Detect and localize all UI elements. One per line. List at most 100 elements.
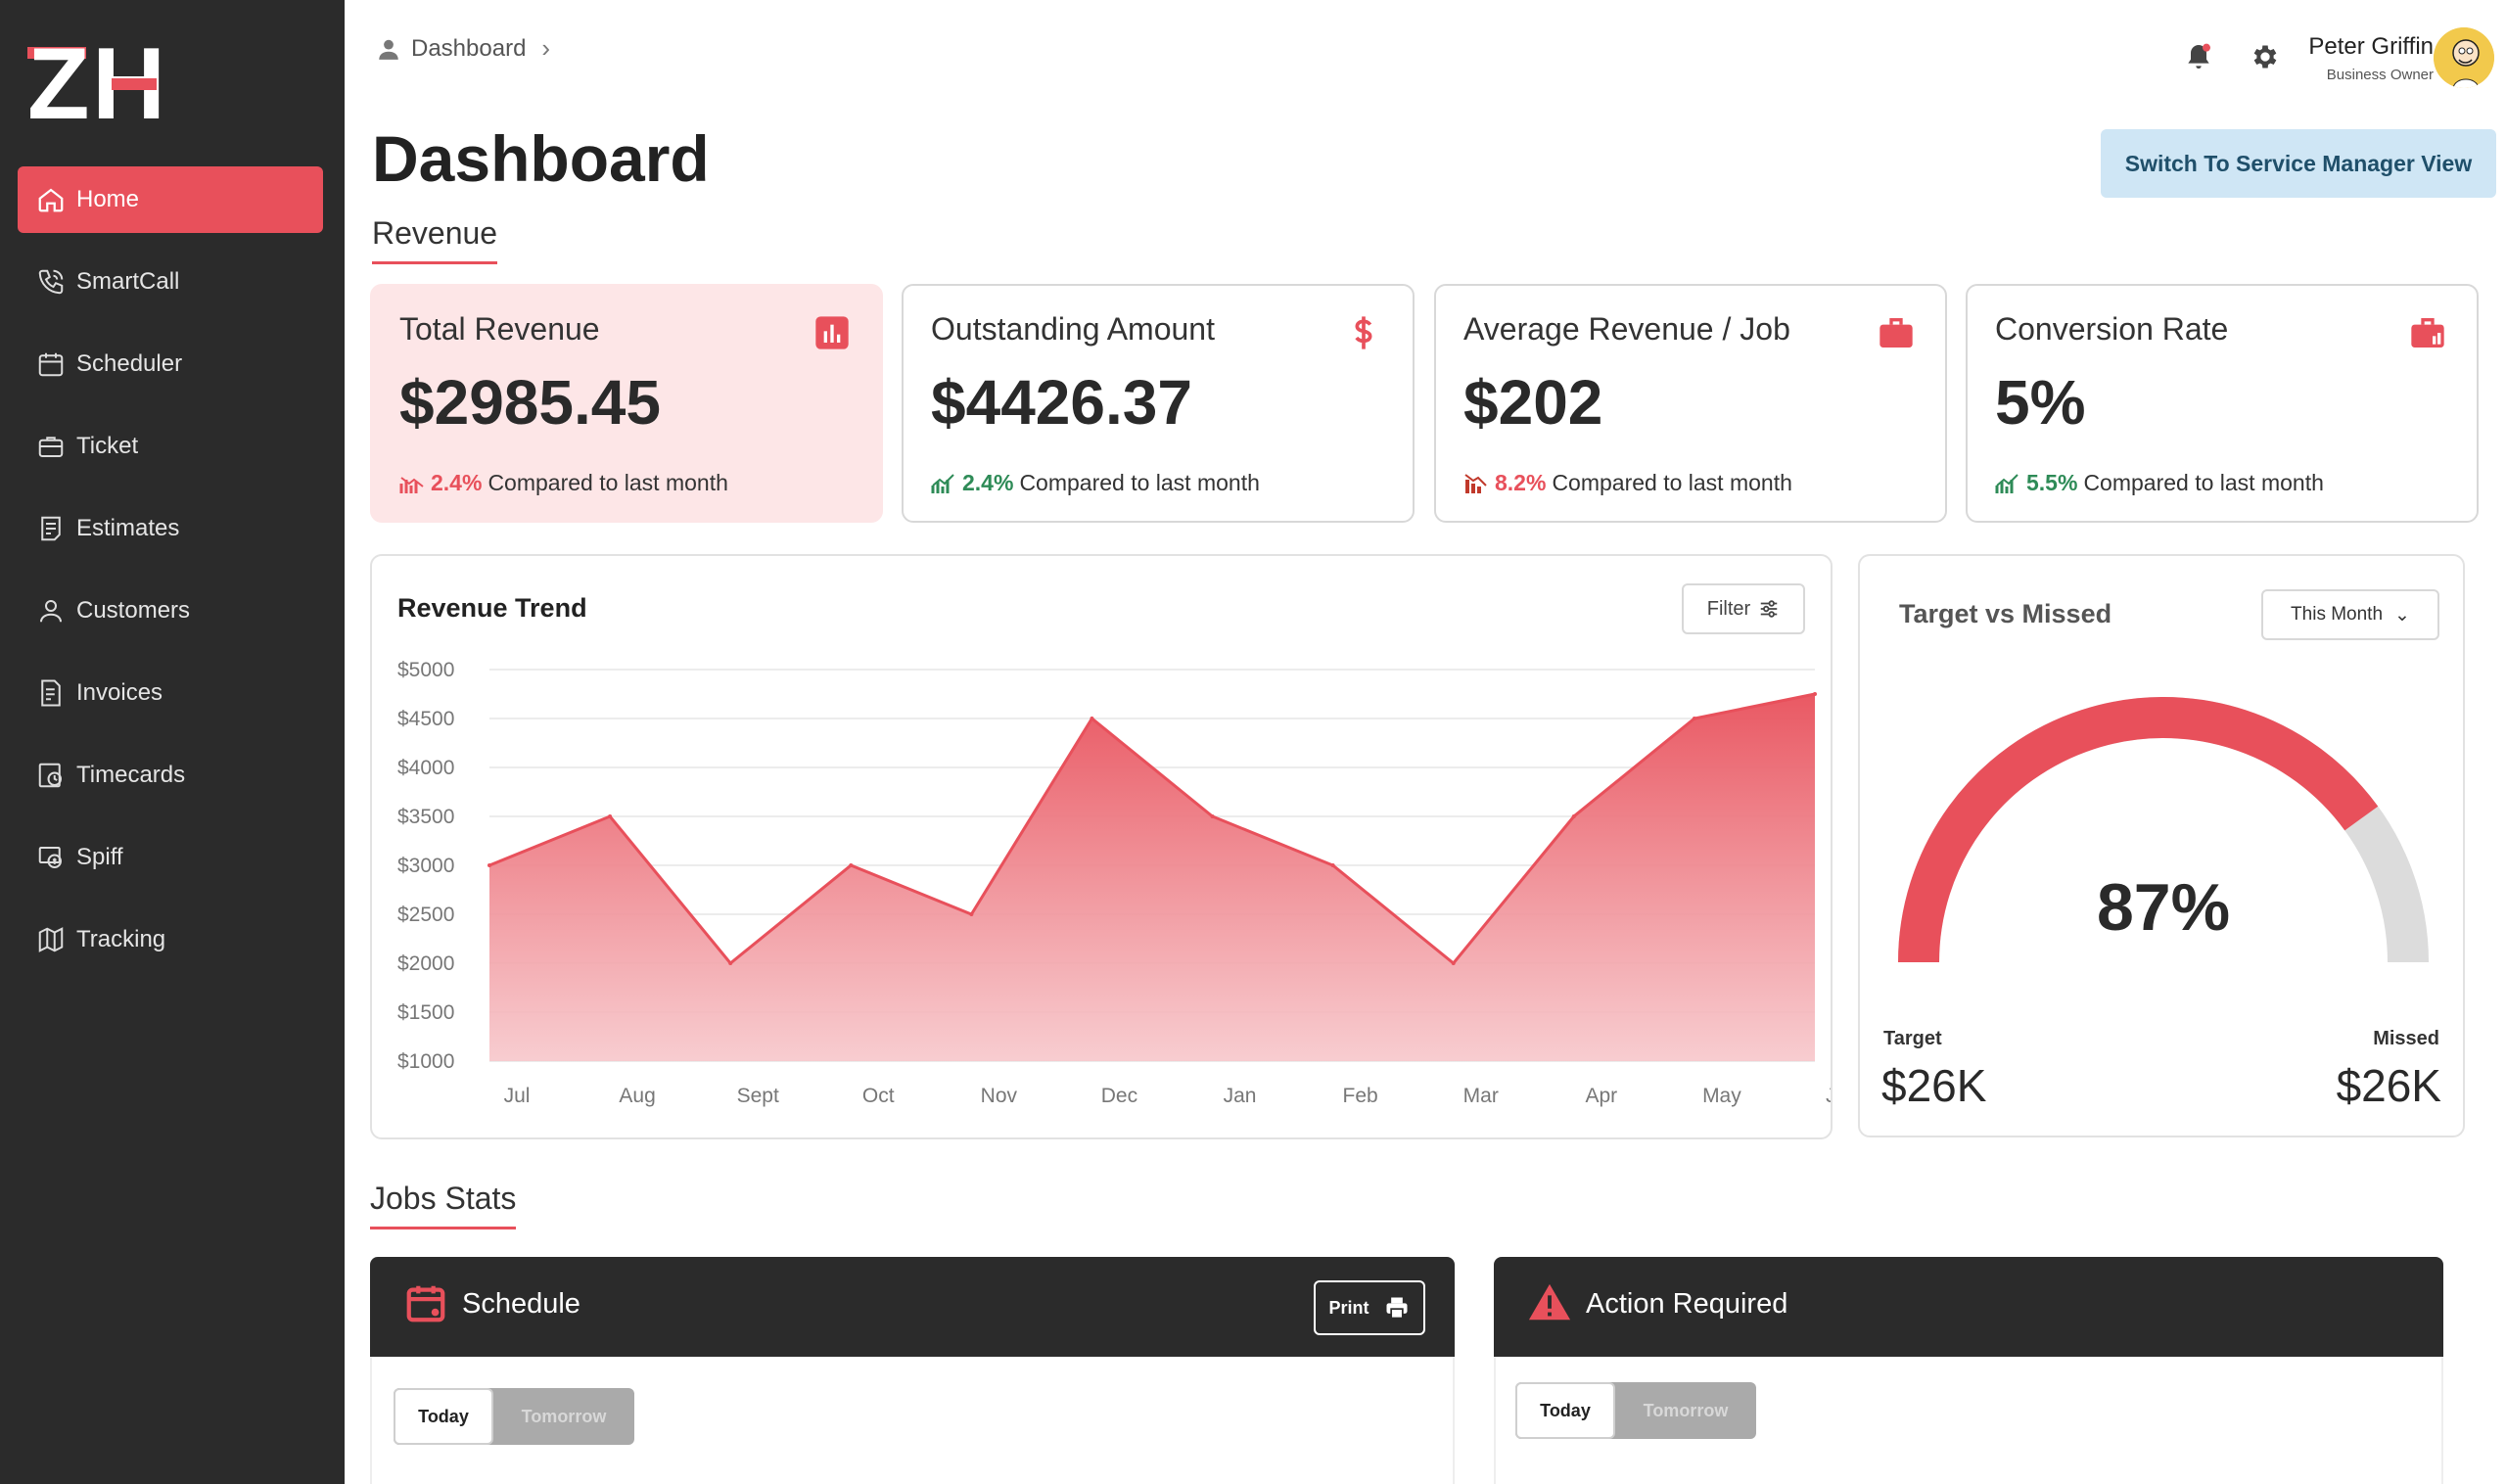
sidebar-item-label: Ticket xyxy=(76,433,139,459)
user-info[interactable]: Peter Griffin Business Owner xyxy=(2308,33,2434,83)
briefcase-icon xyxy=(1880,318,1913,348)
chevron-down-icon: ⌄ xyxy=(2394,604,2410,626)
sidebar-item-ticket[interactable]: Ticket xyxy=(18,413,323,480)
switch-view-button[interactable]: Switch To Service Manager View xyxy=(2101,129,2496,198)
user-icon xyxy=(35,595,67,626)
kpi-value: 5% xyxy=(1995,367,2086,438)
x-tick-label: Feb xyxy=(1343,1085,1378,1107)
data-point xyxy=(1571,814,1576,818)
sidebar-item-label: Estimates xyxy=(76,515,180,541)
kpi-label: Conversion Rate xyxy=(1995,311,2229,347)
x-tick-label: Nov xyxy=(981,1085,1018,1107)
kpi-change: 8.2% Compared to last month xyxy=(1463,470,1792,496)
header-actions xyxy=(2183,41,2281,72)
user-role: Business Owner xyxy=(2326,67,2434,83)
sliders-icon xyxy=(1760,600,1778,618)
kpi-compare-text: Compared to last month xyxy=(2083,470,2324,495)
target-value: $26K xyxy=(1881,1060,1987,1111)
today-tab[interactable]: Today xyxy=(394,1388,493,1445)
filter-button[interactable]: Filter xyxy=(1682,583,1805,634)
gear-icon[interactable] xyxy=(2250,41,2281,72)
sidebar-item-invoices[interactable]: Invoices xyxy=(18,660,323,726)
x-tick-label: May xyxy=(1702,1085,1741,1107)
tomorrow-tab[interactable]: Tomorrow xyxy=(1643,1400,1729,1420)
missed-value: $26K xyxy=(2336,1060,2441,1111)
sidebar-item-customers[interactable]: Customers xyxy=(18,578,323,644)
logo-z: Z xyxy=(27,27,90,141)
sidebar: Z H Home SmartCall Scheduler xyxy=(0,0,345,1484)
trend-down-icon xyxy=(399,476,424,493)
revenue-trend-card: Revenue Trend Filter $5000 $4500 $4000 $350… xyxy=(370,554,1833,1139)
y-tick-label: $2500 xyxy=(397,904,454,926)
data-point xyxy=(487,863,491,867)
sidebar-item-scheduler[interactable]: Scheduler xyxy=(18,331,323,397)
avatar[interactable] xyxy=(2434,27,2494,88)
sidebar-item-label: Invoices xyxy=(76,679,163,706)
missed-label: Missed xyxy=(2373,1028,2439,1049)
kpi-compare-text: Compared to last month xyxy=(1019,470,1260,495)
kpi-card-outstanding-amount[interactable]: Outstanding Amount $4426.37 2.4% Compare… xyxy=(902,284,1415,523)
x-tick-label: Apr xyxy=(1585,1085,1617,1107)
print-label: Print xyxy=(1328,1297,1369,1318)
data-point xyxy=(969,912,974,916)
period-select[interactable]: This Month ⌄ xyxy=(2261,589,2439,640)
x-tick-label: Jul xyxy=(504,1085,531,1107)
kpi-change-percent: 5.5% xyxy=(2026,470,2078,495)
kpi-compare-text: Compared to last month xyxy=(1552,470,1792,495)
invoice-icon xyxy=(35,677,67,709)
kpi-label: Outstanding Amount xyxy=(931,311,1215,347)
kpi-card-conversion-rate[interactable]: Conversion Rate 5% 5.5% Compared to last… xyxy=(1966,284,2479,523)
sidebar-item-estimates[interactable]: Estimates xyxy=(18,495,323,562)
tomorrow-tab[interactable]: Tomorrow xyxy=(521,1406,607,1426)
kpi-change: 5.5% Compared to last month xyxy=(1995,470,2324,496)
breadcrumb-label: Dashboard xyxy=(411,34,527,62)
target-vs-missed-card: Target vs Missed This Month ⌄ 87% Target… xyxy=(1858,554,2465,1137)
kpi-label: Total Revenue xyxy=(399,311,600,347)
map-icon xyxy=(35,924,67,955)
data-point xyxy=(849,863,854,867)
target-label: Target xyxy=(1883,1028,1942,1049)
revenue-line-series xyxy=(488,692,1816,966)
dollar-icon xyxy=(1355,316,1372,349)
data-point xyxy=(1813,692,1817,696)
user-name: Peter Griffin xyxy=(2308,33,2434,60)
logo-accent-bar xyxy=(27,47,86,59)
calendar-icon xyxy=(35,348,67,380)
sidebar-item-label: Timecards xyxy=(76,762,186,788)
sidebar-item-label: SmartCall xyxy=(76,268,180,295)
sidebar-item-home[interactable]: Home xyxy=(18,166,323,233)
today-tab[interactable]: Today xyxy=(1515,1382,1615,1439)
trend-up-icon xyxy=(931,473,954,493)
revenue-area-series xyxy=(489,694,1815,1061)
bell-icon[interactable] xyxy=(2183,41,2214,72)
y-tick-label: $5000 xyxy=(397,659,454,681)
data-point xyxy=(1451,961,1456,965)
data-point xyxy=(728,961,733,965)
data-point xyxy=(1090,717,1094,720)
period-select-value: This Month xyxy=(2291,604,2384,625)
timecard-icon xyxy=(35,760,67,791)
kpi-card-average-revenue[interactable]: Average Revenue / Job $202 8.2% Compared… xyxy=(1434,284,1947,523)
action-required-title: Action Required xyxy=(1586,1288,1788,1320)
warning-icon xyxy=(1528,1283,1571,1321)
sidebar-item-label: Home xyxy=(76,186,140,212)
y-tick-label: $4500 xyxy=(397,708,454,730)
breadcrumb[interactable]: Dashboard › xyxy=(376,33,550,64)
y-tick-label: $2000 xyxy=(397,952,454,975)
kpi-change-percent: 2.4% xyxy=(431,470,483,495)
chart-title: Revenue Trend xyxy=(397,593,587,623)
briefcase-chart-icon xyxy=(2411,318,2444,348)
logo-accent-bar-h xyxy=(112,78,157,90)
y-tick-label: $1000 xyxy=(397,1050,454,1073)
sidebar-item-spiff[interactable]: Spiff xyxy=(18,824,323,891)
spiff-icon xyxy=(35,842,67,873)
logo[interactable]: Z H xyxy=(27,27,165,141)
y-tick-label: $1500 xyxy=(397,1001,454,1024)
sidebar-item-tracking[interactable]: Tracking xyxy=(18,906,323,973)
sidebar-item-label: Scheduler xyxy=(76,350,183,377)
sidebar-item-timecards[interactable]: Timecards xyxy=(18,742,323,809)
x-tick-label: Dec xyxy=(1101,1085,1137,1107)
sidebar-item-smartcall[interactable]: SmartCall xyxy=(18,249,323,315)
kpi-card-total-revenue[interactable]: Total Revenue $2985.45 2.4% Compared to … xyxy=(370,284,883,523)
print-button[interactable]: Print xyxy=(1314,1280,1425,1335)
